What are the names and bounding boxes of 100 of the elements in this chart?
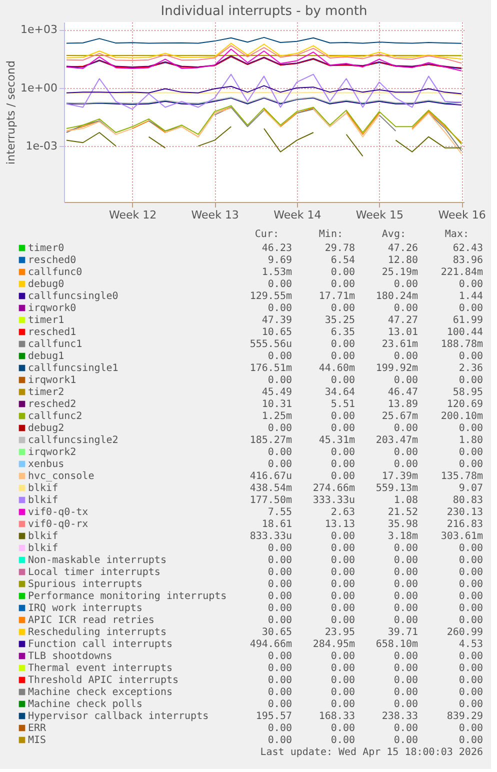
text: 6.54	[330, 255, 355, 266]
legend-label: timer0	[28, 243, 64, 254]
text: 0.00	[394, 543, 418, 554]
text: 0.00	[268, 699, 292, 710]
legend-label: resched2	[28, 399, 76, 410]
text: 0.00	[330, 675, 355, 686]
text: 13.89	[388, 399, 418, 410]
text: 1.44	[458, 291, 483, 302]
text: 0.00	[394, 591, 418, 602]
text: 35.25	[324, 315, 355, 326]
legend-label: Function call interrupts	[28, 639, 172, 650]
text: 34.64	[324, 387, 355, 398]
legend-label: TLB shootdowns	[28, 651, 112, 662]
x-tick-label: Week 15	[356, 208, 404, 222]
legend-label: Machine check exceptions	[28, 687, 172, 698]
text: 555.56u	[250, 339, 292, 350]
text: 129.55m	[250, 291, 292, 302]
text: 0.00	[458, 579, 483, 590]
text: 195.57	[256, 711, 292, 722]
text: 47.39	[262, 315, 292, 326]
text: 658.10m	[376, 639, 418, 650]
text: 416.67u	[250, 471, 292, 482]
text: 30.65	[262, 627, 292, 638]
text: 58.95	[452, 387, 483, 398]
text: 0.00	[330, 579, 355, 590]
legend-label: irqwork1	[28, 375, 76, 386]
text: 4.53	[458, 639, 483, 650]
text: 0.00	[458, 675, 483, 686]
text: 120.69	[446, 399, 483, 410]
legend-label: blkif	[28, 495, 58, 506]
text: 0.00	[330, 723, 355, 734]
legend-label: debug1	[28, 351, 64, 362]
legend-label: callfuncsingle1	[28, 363, 118, 374]
legend-label: blkif	[28, 483, 58, 494]
text: 0.00	[268, 543, 292, 554]
text: 177.50m	[250, 495, 292, 506]
legend-label: Local timer interrupts	[28, 567, 160, 578]
text: 5.51	[330, 399, 355, 410]
text: Avg:	[382, 229, 406, 240]
text: 0.00	[330, 615, 355, 626]
text: 83.96	[452, 255, 483, 266]
text: 260.99	[446, 627, 483, 638]
text: 0.00	[394, 699, 418, 710]
x-tick-label: Week 13	[191, 208, 239, 222]
text: 0.00	[394, 351, 418, 362]
text: 0.00	[458, 351, 483, 362]
text: 0.00	[458, 303, 483, 314]
text: 176.51m	[250, 363, 292, 374]
text: 199.92m	[376, 363, 418, 374]
text: 0.00	[330, 471, 355, 482]
text: 833.33u	[250, 531, 292, 542]
text: 135.78m	[440, 471, 483, 482]
text: 80.83	[452, 495, 483, 506]
text: 0.00	[330, 699, 355, 710]
text: 0.00	[268, 555, 292, 566]
legend-label: debug0	[28, 279, 64, 290]
text: 0.00	[394, 687, 418, 698]
text: 0.00	[458, 459, 483, 470]
legend-label: MIS	[28, 735, 46, 746]
text: 0.00	[458, 423, 483, 434]
text: 0.00	[268, 615, 292, 626]
text: 333.33u	[312, 495, 355, 506]
text: 0.00	[330, 423, 355, 434]
legend-label: Spurious interrupts	[28, 579, 142, 590]
text: 21.52	[388, 507, 418, 518]
text: 188.78m	[440, 339, 483, 350]
text: 0.00	[394, 567, 418, 578]
text: 0.00	[268, 303, 292, 314]
text: 0.00	[268, 351, 292, 362]
text: 2.36	[458, 363, 483, 374]
text: 25.19m	[382, 267, 418, 278]
text: 494.66m	[250, 639, 292, 650]
legend-label: Threshold APIC interrupts	[28, 675, 179, 686]
text: 203.47m	[376, 435, 418, 446]
legend-label: Rescheduling interrupts	[28, 627, 166, 638]
text: 0.00	[458, 567, 483, 578]
text: 216.83	[446, 519, 483, 530]
text: 0.00	[394, 447, 418, 458]
text: 0.00	[458, 603, 483, 614]
text: 1.08	[394, 495, 418, 506]
text: 0.00	[394, 279, 418, 290]
y-axis-title: interrupts / second	[4, 60, 18, 164]
text: 17.39m	[382, 471, 418, 482]
text: 0.00	[394, 375, 418, 386]
text: 0.00	[268, 423, 292, 434]
text: 6.35	[330, 327, 355, 338]
text: 13.13	[324, 519, 355, 530]
text: 0.00	[330, 567, 355, 578]
text: 0.00	[330, 735, 355, 746]
text: 46.23	[262, 243, 292, 254]
text: 47.27	[388, 315, 418, 326]
text: 0.00	[330, 663, 355, 674]
text: 284.95m	[312, 639, 355, 650]
legend-label: hvc_console	[28, 471, 94, 482]
text: 185.27m	[250, 435, 292, 446]
text: Max:	[444, 229, 469, 240]
text: 47.26	[388, 243, 418, 254]
legend-label: callfuncsingle2	[28, 435, 118, 446]
text: 9.07	[458, 483, 483, 494]
text: Min:	[318, 229, 343, 240]
